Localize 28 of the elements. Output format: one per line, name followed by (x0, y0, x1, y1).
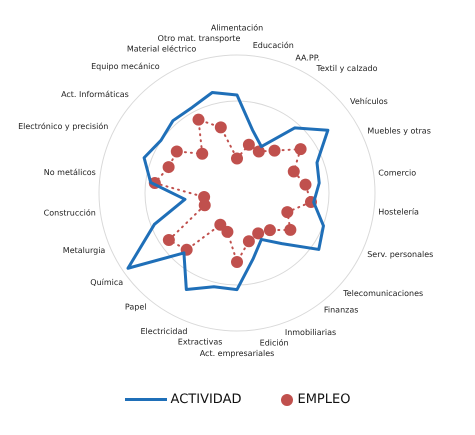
spoke-label: Serv. personales (367, 250, 434, 259)
spoke-label: Edición (260, 338, 289, 348)
spoke-label: Electricidad (140, 327, 188, 336)
spoke-label: AA.PP. (295, 54, 320, 63)
spoke-label: Muebles y otras (367, 126, 431, 136)
spoke-label: Electrónico y precisión (18, 122, 108, 132)
spoke-label: Inmobiliarias (284, 328, 336, 338)
spoke-label: Telecomunicaciones (342, 288, 424, 298)
spoke-label: Textil y calzado (315, 64, 378, 73)
spoke-label: Metalurgia (62, 246, 106, 256)
spoke-label: Alimentación (210, 23, 264, 32)
spoke-label: Otro mat. transporte (158, 34, 241, 44)
spoke-label: Equipo mecánico (91, 62, 160, 72)
spoke-label: Act. empresariales (200, 348, 274, 358)
spoke-label: Act. Informáticas (61, 90, 129, 100)
spoke-label: Finanzas (324, 306, 358, 315)
spoke-label: Comercio (378, 168, 416, 178)
spoke-label: Educación (252, 40, 294, 50)
legend-label: EMPLEO (297, 392, 350, 407)
legend-label: ACTIVIDAD (170, 392, 242, 407)
spoke-label: Construcción (44, 208, 96, 218)
spoke-label: Hostelería (378, 208, 420, 217)
spoke-label: Papel (124, 302, 147, 312)
spoke-label: Química (90, 278, 124, 287)
spoke-label: Material eléctrico (126, 44, 196, 54)
spoke-label: No metálicos (44, 168, 96, 177)
spoke-label: Vehículos (350, 97, 388, 106)
spoke-label: Extractivas (178, 338, 222, 347)
